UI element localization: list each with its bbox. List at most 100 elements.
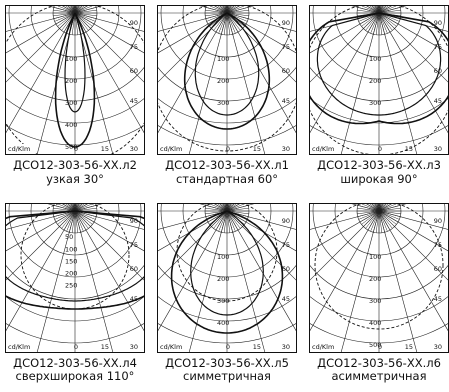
- radial-value-label: 400: [369, 319, 381, 327]
- radial-value-label: 300: [217, 99, 229, 107]
- grid-ray-inner: [226, 207, 249, 212]
- angle-label: 90: [130, 19, 138, 27]
- polar-plot: 100 200 300 400 500 90 75 60 45 0 15 30 cd/Klm: [5, 5, 145, 155]
- reference-circle: [20, 203, 130, 310]
- intensity-curve: [170, 210, 284, 334]
- grid-ray-inner: [54, 210, 76, 220]
- grid-ray-inner: [370, 210, 380, 232]
- intensity-curve-secondary: [5, 210, 145, 302]
- intensity-curve-secondary: [316, 12, 442, 116]
- angle-label-bottom: 0: [74, 145, 78, 153]
- grid-ray: [340, 12, 380, 155]
- grid-ray-inner: [73, 203, 76, 212]
- grid-ray-inner: [375, 203, 380, 212]
- grid-ray-inner: [74, 210, 96, 220]
- unit-label: cd/Klm: [160, 145, 182, 153]
- grid-ray-inner: [375, 5, 380, 14]
- angle-label: 60: [434, 67, 442, 75]
- grid-ray: [5, 210, 76, 230]
- grid-ray-inner: [378, 5, 387, 14]
- radial-value-label: 50: [65, 233, 73, 241]
- angle-label: 75: [434, 43, 442, 51]
- grid-ray: [309, 210, 380, 281]
- beam-label: симметричная: [183, 369, 271, 383]
- grid-ray-inner: [59, 12, 76, 29]
- grid-ray-inner: [376, 203, 380, 212]
- angle-label-bottom: 15: [253, 145, 261, 153]
- radial-value-label: 300: [369, 99, 381, 107]
- unit-label: cd/Klm: [160, 343, 182, 351]
- angle-label-bottom: 15: [405, 145, 413, 153]
- grid-ray: [5, 12, 76, 83]
- grid-ray-inner: [74, 5, 82, 14]
- grid-ray-inner: [74, 12, 97, 17]
- grid-ray: [157, 12, 228, 134]
- grid-ray: [340, 210, 380, 353]
- radial-value-label: 300: [65, 99, 77, 107]
- grid-ray: [226, 210, 297, 281]
- grid-ray-inner: [226, 210, 243, 227]
- grid-ray-inner: [378, 210, 383, 233]
- angle-label-bottom: 30: [282, 145, 290, 153]
- grid-ray-inner: [74, 203, 78, 212]
- grid-ray-inner: [378, 210, 393, 229]
- plot-frame: [5, 5, 145, 155]
- grid-ray-inner: [74, 203, 89, 212]
- grid-ray-inner: [74, 5, 83, 14]
- grid-ray-inner: [218, 12, 228, 34]
- grid-ray-inner: [226, 12, 249, 17]
- unit-label-bg: [7, 144, 37, 153]
- grid-ray-inner: [226, 203, 234, 212]
- grid-ray-inner: [378, 5, 393, 14]
- grid-ray-inner: [357, 205, 380, 212]
- radial-value-label: 200: [369, 77, 381, 85]
- angle-label-bottom: 30: [282, 343, 290, 351]
- grid-ray-inner: [378, 203, 386, 212]
- grid-ray: [74, 203, 105, 212]
- grid-ray-inner: [378, 205, 401, 212]
- grid-ray: [74, 12, 145, 83]
- grid-ray-inner: [226, 12, 241, 31]
- grid-ray-inner: [74, 203, 79, 212]
- grid-ray-inner: [72, 203, 76, 212]
- radial-value-label: 500: [65, 143, 77, 151]
- grid-ray-inner: [74, 203, 80, 212]
- grid-ray: [197, 203, 228, 212]
- grid-ray-inner: [378, 203, 382, 212]
- angle-label: 45: [282, 295, 290, 303]
- grid-ray-inner: [74, 12, 96, 22]
- grid-ray-inner: [205, 207, 228, 212]
- grid-ray-inner: [378, 210, 401, 215]
- grid-ray-inner: [378, 210, 391, 231]
- grid-ray: [74, 210, 114, 353]
- angle-label-bottom: 15: [405, 343, 413, 351]
- grid-ray-inner: [225, 203, 228, 212]
- grid-ray-inner: [378, 207, 401, 212]
- grid-ray-inner: [378, 12, 395, 29]
- model-label: ДСО12-303-56-XX.л4: [13, 356, 137, 370]
- grid-ray-inner: [378, 5, 390, 14]
- angle-label: 60: [434, 265, 442, 273]
- unit-label: cd/Klm: [8, 145, 30, 153]
- intensity-curve-secondary: [190, 210, 264, 316]
- model-label: ДСО12-303-56-XX.л1: [165, 158, 289, 172]
- radial-value-label: 100: [369, 55, 381, 63]
- intensity-curve: [5, 210, 145, 310]
- grid-ray-inner: [53, 205, 76, 212]
- grid-group: 100 200 300 400 90 75 60 45 0 15 30 cd/Klm: [157, 203, 297, 353]
- grid-ray-inner: [61, 5, 76, 14]
- grid-ray-inner: [375, 12, 380, 35]
- grid-ray-inner: [74, 210, 89, 229]
- angle-label-bottom: 0: [74, 343, 78, 351]
- grid-ray-inner: [219, 203, 228, 212]
- grid-ray-inner: [226, 5, 235, 14]
- polar-plot: 100 200 300 400 500 90 75 60 45 0 15 30 cd/Klm: [309, 203, 449, 353]
- grid-ray-inner: [205, 9, 228, 14]
- grid-ray-inner: [68, 203, 76, 212]
- angle-label-bottom: 15: [101, 145, 109, 153]
- angle-label-bottom: 15: [253, 343, 261, 351]
- beam-label: асимметричная: [331, 369, 427, 383]
- angle-label: 75: [282, 241, 290, 249]
- grid-ray-inner: [74, 5, 89, 14]
- grid-ray-inner: [373, 210, 380, 233]
